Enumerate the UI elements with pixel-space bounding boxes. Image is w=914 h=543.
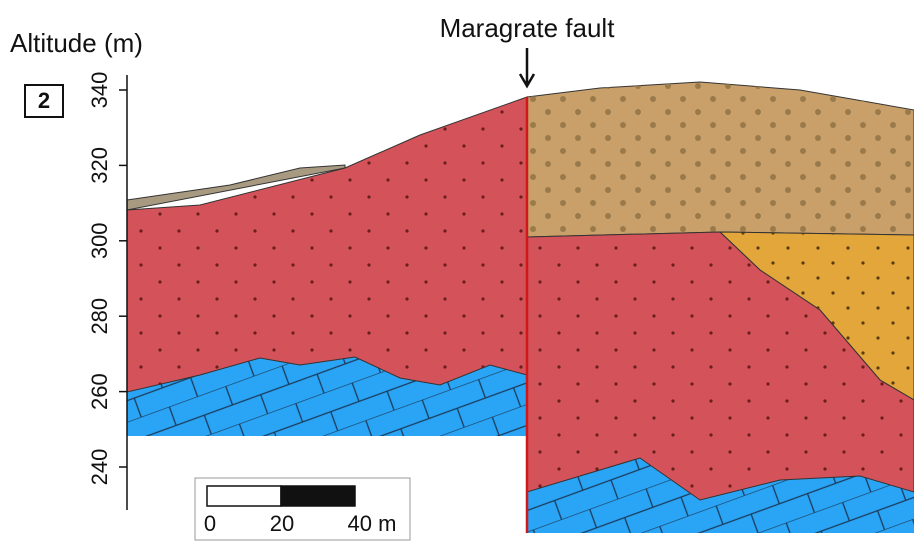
title: Altitude (m) — [10, 28, 143, 58]
scale-label: 20 — [270, 511, 294, 536]
panel-label: 2 — [38, 88, 50, 113]
left-block — [127, 97, 527, 436]
y-tick-label: 300 — [87, 222, 112, 259]
y-tick-label: 260 — [87, 373, 112, 410]
right-block — [527, 82, 914, 533]
fault-arrow — [520, 48, 534, 86]
scale-bar: 0 20 40 m — [195, 478, 410, 540]
y-tick-label: 320 — [87, 147, 112, 184]
cross-section: Altitude (m) 2 Maragrate fault 240 260 280… — [0, 0, 914, 543]
y-ticks: 240 260 280 300 320 340 — [87, 72, 127, 486]
y-tick-label: 280 — [87, 298, 112, 335]
scale-label: 40 m — [348, 511, 397, 536]
fault-label: Maragrate fault — [440, 13, 616, 43]
scale-label: 0 — [204, 511, 216, 536]
y-tick-label: 340 — [87, 72, 112, 109]
y-tick-label: 240 — [87, 449, 112, 486]
